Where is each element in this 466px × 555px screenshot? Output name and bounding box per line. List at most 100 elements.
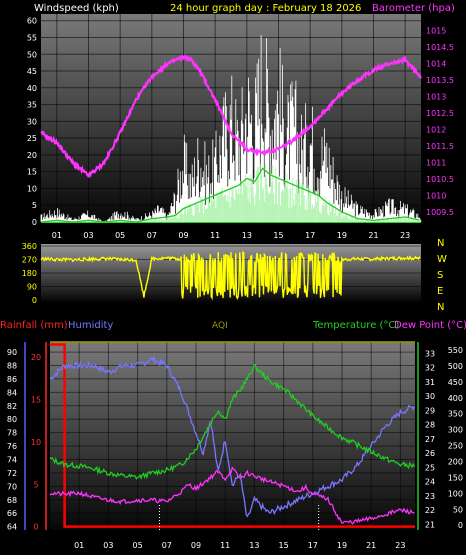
bottom-time-axis: 01 03 05 07 09 11 13 15 17 19 21 23: [74, 541, 405, 550]
barometer-tick-label: 1014.5: [426, 43, 454, 52]
compass-tick-label: S: [437, 270, 443, 281]
time-tick-label: 21: [368, 231, 378, 240]
aqi-tick-label: 50: [453, 505, 463, 514]
direction-tick-label: 0: [32, 296, 37, 305]
dewpoint-series: [49, 466, 415, 525]
wind-time-axis: 01 03 05 07 09 11 13 15 17 19 21 23: [52, 231, 411, 240]
rainfall-axis-title: Rainfall (mm): [0, 320, 68, 331]
humidity-tick-label: 86: [7, 375, 17, 384]
humidity-tick-label: 70: [7, 482, 17, 491]
wind-direction-series: [40, 251, 421, 301]
direction-tick-label: 360: [22, 242, 37, 251]
bottom-axes: 64 66 68 70 72 74 76 78 80 82 84 86 88 90 0 5 10 15 20 21 22…: [7, 341, 463, 532]
windspeed-axis: 0 5 10 15 20 25 30 35 40 45 50 55 60: [27, 17, 37, 227]
barometer-tick-label: 1013: [426, 93, 446, 102]
time-tick-label: 13: [242, 231, 252, 240]
humidity-tick-label: 68: [7, 496, 17, 505]
humidity-tick-label: 66: [7, 509, 17, 518]
temperature-tick-label: 31: [425, 378, 435, 387]
aqi-tick-label: 450: [448, 378, 463, 387]
aqi-tick-label: 500: [448, 362, 463, 371]
rainfall-tick-label: 20: [31, 353, 41, 362]
barometer-tick-label: 1013.5: [426, 76, 454, 85]
barometer-tick-label: 1010.5: [426, 175, 454, 184]
windspeed-tick-label: 15: [27, 168, 37, 177]
time-tick-label: 05: [115, 231, 125, 240]
compass-tick-label: W: [437, 254, 447, 265]
time-tick-label: 05: [133, 541, 143, 550]
temperature-axis-title: Temperature (°C): [312, 320, 399, 331]
wind-barometer-series: [40, 35, 422, 223]
humidity-tick-label: 80: [7, 415, 17, 424]
time-tick-label: 17: [305, 231, 315, 240]
temperature-tick-label: 21: [425, 520, 435, 529]
temperature-tick-label: 30: [425, 392, 435, 401]
aqi-tick-label: 350: [448, 410, 463, 419]
time-tick-label: 13: [249, 541, 259, 550]
compass-tick-label: N: [437, 302, 444, 313]
windspeed-tick-label: 0: [32, 218, 37, 227]
humidity-axis-title: Humidity: [68, 320, 113, 331]
aqi-tick-label: 200: [448, 457, 463, 466]
aqi-tick-label: 300: [448, 426, 463, 435]
wind-gust-fill-series: [41, 163, 422, 222]
windspeed-tick-label: 30: [27, 117, 37, 126]
temperature-tick-label: 25: [425, 463, 435, 472]
windspeed-tick-label: 5: [32, 201, 37, 210]
windspeed-tick-label: 40: [27, 84, 37, 93]
wind-average-series: [40, 167, 420, 223]
time-tick-label: 07: [162, 541, 172, 550]
humidity-tick-label: 82: [7, 402, 17, 411]
temperature-tick-label: 24: [425, 478, 435, 487]
humidity-tick-label: 74: [7, 456, 17, 465]
temperature-tick-label: 28: [425, 421, 435, 430]
direction-tick-label: 90: [27, 283, 37, 292]
barometer-tick-label: 1011: [426, 159, 446, 168]
windspeed-tick-label: 25: [27, 134, 37, 143]
temperature-tick-label: 32: [425, 364, 435, 373]
barometer-tick-label: 1009.5: [426, 208, 454, 217]
aqi-tick-label: 250: [448, 442, 463, 451]
rainfall-tick-label: 15: [31, 396, 41, 405]
time-tick-label: 15: [279, 541, 289, 550]
humidity-tick-label: 84: [7, 388, 17, 397]
aqi-tick-label: 550: [448, 346, 463, 355]
windspeed-tick-label: 20: [27, 151, 37, 160]
wind-direction-series: [40, 251, 421, 301]
time-tick-label: 23: [400, 231, 410, 240]
direction-tick-label: 270: [22, 256, 37, 265]
barometer-tick-label: 1012: [426, 126, 446, 135]
aqi-tick-label: 150: [448, 473, 463, 482]
dewpoint-axis-title: Dew Point (°C): [394, 320, 466, 331]
direction-tick-label: 180: [22, 269, 37, 278]
humidity-tick-label: 72: [7, 469, 17, 478]
aqi-axis-title: AQI: [212, 321, 228, 331]
temperature-tick-label: 22: [425, 506, 435, 515]
barometer-tick-label: 1010: [426, 192, 446, 201]
windspeed-tick-label: 10: [27, 184, 37, 193]
graph-date-title: 24 hour graph day : February 18 2026: [170, 3, 361, 14]
humidity-tick-label: 90: [7, 348, 17, 357]
time-tick-label: 03: [83, 231, 93, 240]
windspeed-axis-title: Windspeed (kph): [34, 3, 119, 14]
temperature-tick-label: 27: [425, 435, 435, 444]
barometer-tick-label: 1012.5: [426, 109, 454, 118]
barometer-axis: 1009.5 1010 1010.5 1011 1011.5 1012 1012.5 1013…: [426, 27, 454, 218]
rain-humidity-temperature-chart: 6466687072747678808284868890051015202122…: [7, 341, 463, 550]
temperature-tick-label: 29: [425, 406, 435, 415]
aqi-tick-label: 400: [448, 394, 463, 403]
barometer-tick-label: 1015: [426, 27, 446, 36]
temperature-tick-label: 23: [425, 492, 435, 501]
humidity-tick-label: 64: [7, 523, 17, 532]
bottom-series: [49, 343, 416, 530]
windspeed-tick-label: 35: [27, 101, 37, 110]
rainfall-tick-label: 10: [31, 438, 41, 447]
rainfall-tick-label: 0: [33, 523, 38, 532]
windspeed-tick-label: 50: [27, 50, 37, 59]
barometer-axis-title: Barometer (hpa): [372, 3, 455, 14]
time-tick-label: 09: [191, 541, 201, 550]
